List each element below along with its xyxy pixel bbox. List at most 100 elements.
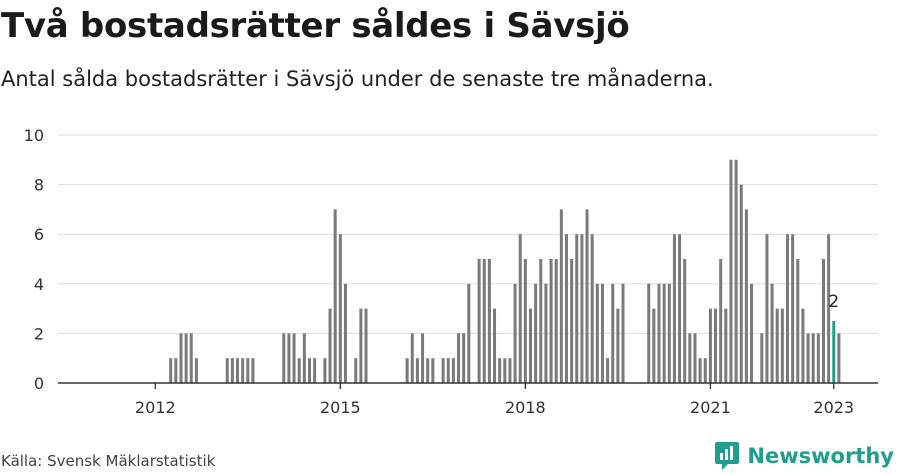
bar [179, 333, 183, 383]
bar [457, 333, 461, 383]
bar [446, 358, 450, 383]
bar [693, 333, 697, 383]
data-label: 2 [828, 292, 839, 312]
x-tick-label: 2023 [813, 398, 854, 417]
bar [518, 234, 522, 383]
bar [616, 308, 620, 383]
bar [297, 358, 301, 383]
bar [786, 234, 789, 383]
bar [313, 358, 317, 383]
bar [811, 333, 815, 383]
bar [724, 308, 728, 383]
y-tick-label: 6 [34, 225, 44, 244]
x-tick-label: 2018 [505, 398, 546, 417]
bar [405, 358, 409, 383]
bar [251, 358, 255, 383]
bar [611, 283, 615, 383]
bar [714, 308, 718, 383]
bar [230, 358, 234, 383]
bar [672, 234, 676, 383]
bar [241, 358, 245, 383]
bar [554, 259, 558, 383]
bar [739, 184, 743, 383]
bar [246, 358, 250, 383]
chart-subtitle: Antal sålda bostadsrätter i Sävsjö under… [1, 67, 714, 91]
bar [415, 358, 419, 383]
bar [564, 234, 568, 383]
bar [539, 259, 543, 383]
bar [287, 333, 291, 383]
x-tick-label: 2012 [135, 398, 176, 417]
y-tick-label: 0 [34, 374, 44, 393]
bar [354, 358, 358, 383]
bar [431, 358, 435, 383]
bar [451, 358, 455, 383]
bar-chart-speech-bubble-icon [715, 442, 740, 470]
bar [523, 259, 527, 383]
bar [590, 234, 594, 383]
y-tick-label: 4 [34, 275, 44, 294]
bar [621, 283, 625, 383]
bar [667, 283, 671, 383]
x-tick-label: 2015 [320, 398, 361, 417]
bar [441, 358, 445, 383]
bar [827, 234, 831, 383]
bar [780, 308, 784, 383]
bar [534, 283, 538, 383]
bar [323, 358, 327, 383]
bar [498, 358, 502, 383]
source-note: Källa: Svensk Mäklarstatistik [1, 452, 216, 470]
bar [580, 234, 584, 383]
bar [503, 358, 507, 383]
bar [775, 308, 779, 383]
bar [791, 234, 795, 383]
bar [194, 358, 198, 383]
bar [302, 333, 306, 383]
bar [816, 333, 820, 383]
bar [657, 283, 661, 383]
bar [482, 259, 486, 383]
bar [462, 333, 466, 383]
y-tick-label: 8 [34, 176, 44, 195]
bar [477, 259, 481, 383]
bar [698, 358, 702, 383]
brand-name: Newsworthy [747, 444, 894, 468]
bar [508, 358, 512, 383]
bar [169, 358, 173, 383]
bar [359, 308, 363, 383]
bar [770, 283, 774, 383]
bar [750, 283, 754, 383]
bar [282, 333, 286, 383]
bar [801, 308, 805, 383]
bar [821, 259, 825, 383]
bar-chart: 0 2 4 6 8 10 2012 2015 2018 2021 2023 2 [24, 126, 878, 417]
bar [837, 333, 841, 383]
bar [806, 333, 810, 383]
bar [832, 321, 836, 383]
bar [549, 259, 553, 383]
bar [236, 358, 240, 383]
bar [796, 259, 800, 383]
bar [421, 333, 425, 383]
bar [544, 283, 548, 383]
bar [333, 209, 337, 383]
bar [595, 283, 599, 383]
bar [343, 283, 347, 383]
bar [513, 283, 517, 383]
y-tick-label: 2 [34, 324, 44, 343]
bar [652, 308, 656, 383]
brand-logo: Newsworthy [714, 441, 894, 471]
bar [683, 259, 687, 383]
bar [744, 209, 748, 383]
bar [719, 259, 723, 383]
bar [364, 308, 368, 383]
bar [734, 159, 738, 383]
bar [189, 333, 193, 383]
bar [662, 283, 666, 383]
bar [729, 159, 733, 383]
bar [708, 308, 712, 383]
bar [410, 333, 414, 383]
bar [606, 358, 610, 383]
bar [678, 234, 682, 383]
bar [703, 358, 707, 383]
